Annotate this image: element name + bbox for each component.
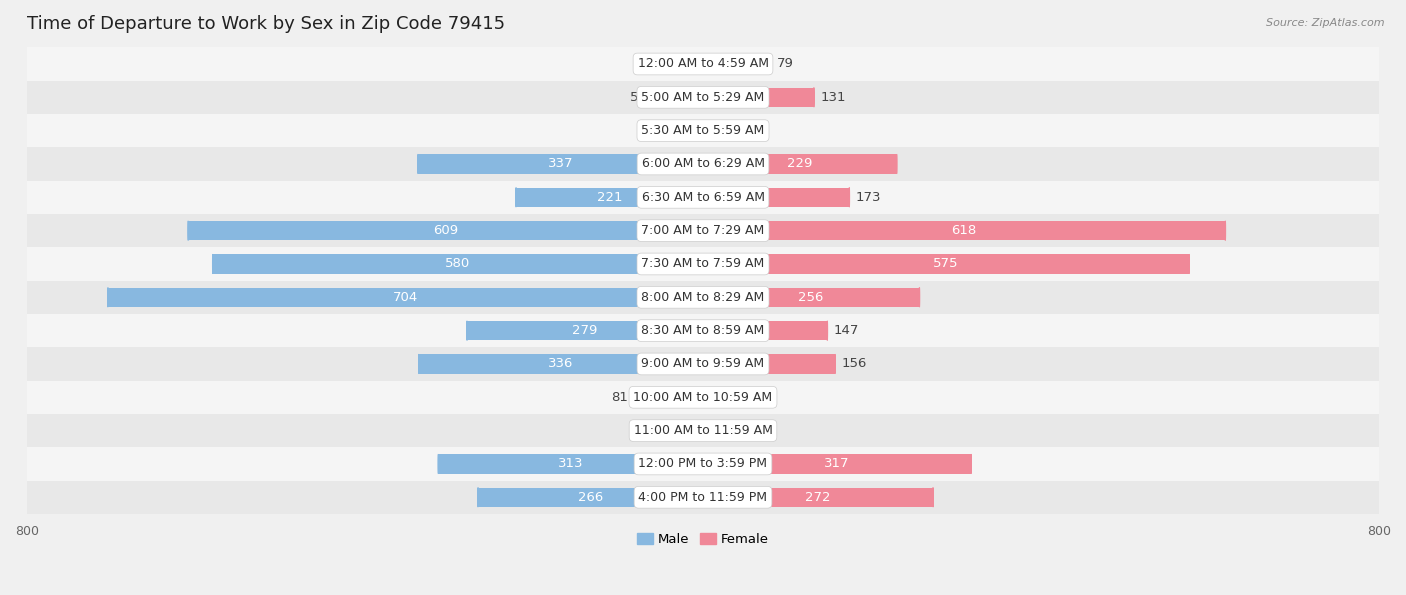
Text: 272: 272 <box>806 491 831 504</box>
Bar <box>27 281 1379 314</box>
Text: 14: 14 <box>721 124 738 137</box>
Bar <box>703 87 814 107</box>
Bar <box>703 321 827 340</box>
Bar <box>27 48 1379 81</box>
Text: 6:00 AM to 6:29 AM: 6:00 AM to 6:29 AM <box>641 158 765 171</box>
Bar <box>27 181 1379 214</box>
Bar <box>108 287 703 307</box>
Bar <box>27 248 1379 281</box>
Text: 575: 575 <box>934 258 959 271</box>
Bar <box>703 455 972 474</box>
Text: 6:30 AM to 6:59 AM: 6:30 AM to 6:59 AM <box>641 191 765 204</box>
Bar <box>703 121 714 140</box>
Text: 81: 81 <box>612 391 628 404</box>
Bar <box>634 387 703 407</box>
Text: 580: 580 <box>446 258 471 271</box>
Bar <box>27 114 1379 148</box>
Text: 156: 156 <box>842 358 868 371</box>
Bar <box>27 81 1379 114</box>
Text: 12:00 AM to 4:59 AM: 12:00 AM to 4:59 AM <box>637 58 769 70</box>
Bar <box>27 214 1379 248</box>
Text: 5:00 AM to 5:29 AM: 5:00 AM to 5:29 AM <box>641 91 765 104</box>
Text: 10:00 AM to 10:59 AM: 10:00 AM to 10:59 AM <box>634 391 772 404</box>
Text: 221: 221 <box>598 191 623 204</box>
Text: Time of Departure to Work by Sex in Zip Code 79415: Time of Departure to Work by Sex in Zip … <box>27 15 505 33</box>
Bar <box>703 54 769 74</box>
Bar <box>662 54 703 74</box>
Text: 609: 609 <box>433 224 458 237</box>
Text: 4:00 PM to 11:59 PM: 4:00 PM to 11:59 PM <box>638 491 768 504</box>
Text: 49: 49 <box>638 124 655 137</box>
Text: 79: 79 <box>776 58 793 70</box>
Text: 7:30 AM to 7:59 AM: 7:30 AM to 7:59 AM <box>641 258 765 271</box>
Bar <box>27 481 1379 514</box>
Bar <box>27 381 1379 414</box>
Bar <box>419 354 703 374</box>
Text: 317: 317 <box>824 458 849 471</box>
Text: Source: ZipAtlas.com: Source: ZipAtlas.com <box>1267 18 1385 28</box>
Text: 279: 279 <box>572 324 598 337</box>
Bar <box>703 254 1189 274</box>
Text: 336: 336 <box>548 358 574 371</box>
Text: 59: 59 <box>630 91 647 104</box>
Bar <box>27 347 1379 381</box>
Text: 1: 1 <box>710 391 718 404</box>
Text: 229: 229 <box>787 158 813 171</box>
Text: 12:00 PM to 3:59 PM: 12:00 PM to 3:59 PM <box>638 458 768 471</box>
Bar <box>516 187 703 207</box>
Bar <box>27 314 1379 347</box>
Text: 131: 131 <box>821 91 846 104</box>
Bar <box>27 414 1379 447</box>
Text: 5:30 AM to 5:59 AM: 5:30 AM to 5:59 AM <box>641 124 765 137</box>
Text: 266: 266 <box>578 491 603 504</box>
Text: 147: 147 <box>834 324 859 337</box>
Text: 337: 337 <box>548 158 574 171</box>
Text: 9:00 AM to 9:59 AM: 9:00 AM to 9:59 AM <box>641 358 765 371</box>
Bar <box>212 254 703 274</box>
Bar <box>703 421 723 440</box>
Text: 8:00 AM to 8:29 AM: 8:00 AM to 8:29 AM <box>641 291 765 304</box>
Bar <box>703 187 849 207</box>
Bar <box>703 488 932 507</box>
Bar <box>703 354 835 374</box>
Bar <box>418 154 703 174</box>
Text: 23: 23 <box>730 424 747 437</box>
Bar <box>467 321 703 340</box>
Text: 11:00 AM to 11:59 AM: 11:00 AM to 11:59 AM <box>634 424 772 437</box>
Text: 0: 0 <box>688 424 696 437</box>
Bar <box>439 455 703 474</box>
Text: 7:00 AM to 7:29 AM: 7:00 AM to 7:29 AM <box>641 224 765 237</box>
Bar <box>478 488 703 507</box>
Bar <box>27 148 1379 181</box>
Text: 8:30 AM to 8:59 AM: 8:30 AM to 8:59 AM <box>641 324 765 337</box>
Text: 618: 618 <box>952 224 977 237</box>
Bar <box>703 221 1225 240</box>
Bar <box>27 447 1379 481</box>
Text: 49: 49 <box>638 58 655 70</box>
Text: 173: 173 <box>856 191 882 204</box>
Bar <box>654 87 703 107</box>
Bar <box>703 287 920 307</box>
Legend: Male, Female: Male, Female <box>631 527 775 552</box>
Text: 313: 313 <box>558 458 583 471</box>
Bar <box>188 221 703 240</box>
Text: 704: 704 <box>392 291 418 304</box>
Bar <box>703 154 897 174</box>
Text: 256: 256 <box>799 291 824 304</box>
Bar <box>662 121 703 140</box>
